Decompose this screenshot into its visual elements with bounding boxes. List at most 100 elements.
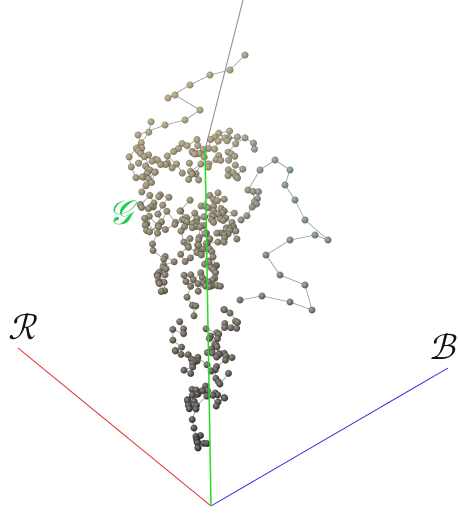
node-shine bbox=[149, 240, 156, 248]
node-shine bbox=[180, 366, 188, 374]
node-shine bbox=[162, 161, 169, 168]
node-shine bbox=[149, 247, 157, 254]
edge bbox=[289, 234, 316, 241]
node-shine bbox=[178, 140, 186, 147]
node-shine bbox=[161, 271, 169, 279]
node-shine bbox=[214, 391, 221, 399]
edge bbox=[164, 119, 186, 126]
node-shine bbox=[221, 324, 228, 331]
node-shine bbox=[271, 156, 279, 164]
b-label: ℬ bbox=[428, 328, 457, 368]
node-shine bbox=[205, 145, 212, 152]
node-shine bbox=[195, 236, 202, 244]
node-shine bbox=[155, 193, 163, 200]
node-shine bbox=[225, 166, 232, 174]
node-shine bbox=[286, 236, 294, 244]
node-shine bbox=[187, 254, 194, 262]
node-shine bbox=[186, 235, 194, 242]
node-shine bbox=[145, 205, 152, 212]
node-shine bbox=[176, 318, 183, 326]
node-shine bbox=[198, 251, 205, 259]
node-shine bbox=[209, 392, 217, 399]
node-shine bbox=[213, 353, 220, 361]
node-shine bbox=[141, 153, 148, 160]
node-shine bbox=[231, 153, 239, 160]
node-shine bbox=[154, 229, 161, 237]
node-shine bbox=[194, 142, 202, 149]
node-shine bbox=[186, 81, 194, 89]
edge bbox=[261, 295, 291, 303]
node-shine bbox=[233, 325, 240, 332]
node-shine bbox=[163, 208, 171, 215]
edge bbox=[137, 124, 166, 136]
node-shine bbox=[255, 188, 262, 195]
node-shine bbox=[170, 258, 178, 266]
node-shine bbox=[164, 152, 171, 160]
edge bbox=[229, 54, 246, 71]
node-shine bbox=[183, 142, 191, 149]
node-shine bbox=[162, 226, 169, 233]
node-shine bbox=[138, 204, 145, 211]
node-shine bbox=[135, 159, 142, 167]
node-shine bbox=[226, 66, 234, 74]
node-shine bbox=[177, 227, 185, 235]
node-shine bbox=[188, 171, 196, 178]
edge bbox=[265, 239, 291, 256]
node-shine bbox=[214, 238, 222, 246]
gray-axis bbox=[204, 0, 244, 151]
node-shine bbox=[193, 136, 201, 143]
node-shine bbox=[181, 258, 189, 265]
node-shine bbox=[225, 156, 232, 164]
node-shine bbox=[232, 227, 240, 235]
node-shine bbox=[181, 116, 189, 124]
node-shine bbox=[203, 440, 211, 447]
node-shine bbox=[197, 202, 205, 210]
node-shine bbox=[191, 150, 198, 158]
node-shine bbox=[185, 244, 192, 251]
node-shine bbox=[213, 343, 221, 351]
edge bbox=[304, 284, 313, 311]
node-shine bbox=[243, 212, 251, 220]
node-shine bbox=[141, 215, 148, 222]
node-shine bbox=[170, 148, 177, 155]
node-shine bbox=[301, 216, 309, 224]
edge bbox=[247, 169, 261, 191]
node-shine bbox=[232, 161, 239, 169]
node-shine bbox=[180, 330, 187, 338]
node-shine bbox=[148, 157, 156, 165]
node-shine bbox=[223, 137, 231, 145]
node-shine bbox=[172, 347, 179, 355]
node-shine bbox=[189, 391, 196, 399]
edge bbox=[209, 69, 231, 76]
node-shine bbox=[220, 217, 227, 224]
node-shine bbox=[204, 163, 212, 171]
edge bbox=[239, 295, 263, 301]
g-label: 𝒢 bbox=[108, 193, 137, 233]
node-shine bbox=[159, 201, 166, 209]
node-shine bbox=[189, 363, 196, 371]
node-shine bbox=[148, 179, 155, 186]
node-shine bbox=[191, 209, 198, 217]
node-shine bbox=[226, 127, 233, 135]
node-shine bbox=[262, 251, 270, 259]
node-shine bbox=[168, 164, 176, 172]
node-shine bbox=[286, 298, 294, 306]
node-shine bbox=[194, 287, 202, 295]
node-shine bbox=[186, 405, 193, 413]
node-shine bbox=[176, 207, 184, 215]
node-shine bbox=[173, 160, 180, 168]
node-shine bbox=[195, 176, 202, 184]
node-shine bbox=[146, 192, 154, 199]
node-shine bbox=[215, 129, 223, 137]
node-shine bbox=[212, 402, 220, 410]
node-shine bbox=[231, 209, 238, 217]
node-shine bbox=[234, 174, 241, 182]
node-shine bbox=[251, 145, 258, 153]
node-shine bbox=[169, 336, 177, 344]
node-shine bbox=[234, 133, 241, 141]
node-shine bbox=[276, 271, 284, 279]
node-shine bbox=[225, 370, 232, 377]
node-shine bbox=[226, 309, 234, 317]
node-shine bbox=[220, 238, 228, 246]
